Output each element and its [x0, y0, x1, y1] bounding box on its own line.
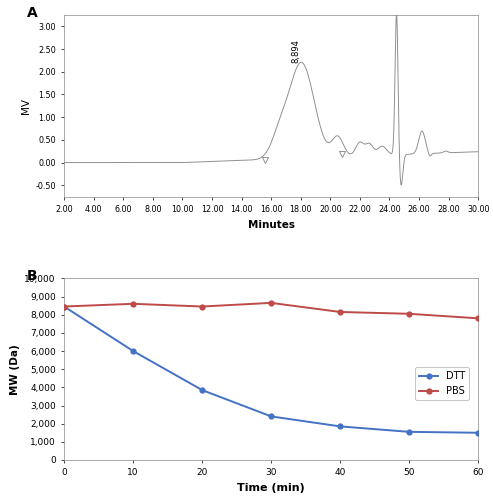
Y-axis label: MW (Da): MW (Da) — [10, 344, 20, 395]
PBS — [475, 316, 481, 322]
PBS — [199, 304, 205, 310]
PBS — [337, 309, 343, 315]
X-axis label: Minutes: Minutes — [247, 220, 295, 230]
DTT — [130, 348, 136, 354]
DTT — [268, 414, 274, 420]
PBS — [406, 311, 412, 317]
PBS — [268, 300, 274, 306]
Text: A: A — [27, 6, 37, 20]
PBS — [61, 304, 67, 310]
DTT — [199, 387, 205, 393]
Legend: DTT, PBS: DTT, PBS — [415, 368, 469, 400]
DTT — [61, 304, 67, 310]
PBS — [130, 301, 136, 307]
Y-axis label: MV: MV — [21, 98, 31, 114]
Line: PBS: PBS — [61, 300, 481, 322]
Text: B: B — [27, 270, 37, 283]
DTT — [337, 424, 343, 430]
X-axis label: Time (min): Time (min) — [237, 483, 305, 493]
DTT — [475, 430, 481, 436]
Text: 8,894: 8,894 — [292, 39, 301, 62]
DTT — [406, 429, 412, 435]
Line: DTT: DTT — [61, 304, 481, 436]
